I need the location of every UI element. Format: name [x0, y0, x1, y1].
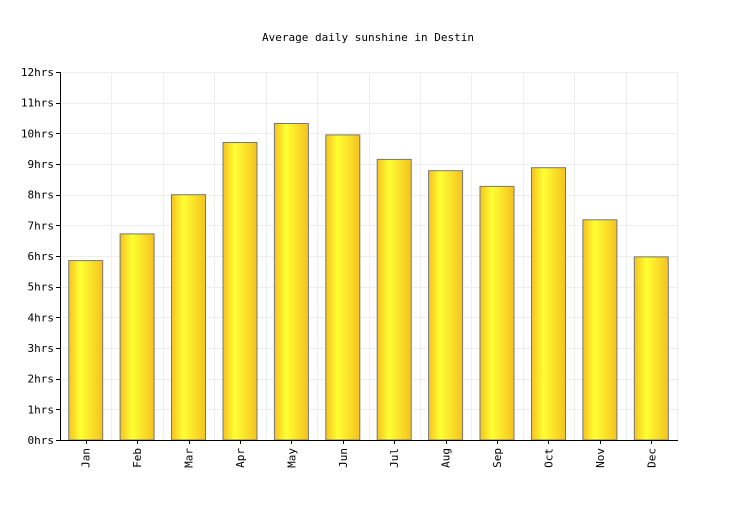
x-tick-label-jan: Jan — [80, 448, 93, 468]
bar-may — [273, 123, 309, 441]
y-tick-label: 8hrs — [28, 189, 55, 202]
bar-jan — [68, 260, 104, 441]
bar-nov — [582, 219, 618, 441]
y-tick-label: 10hrs — [21, 127, 54, 140]
x-tick-label-mar: Mar — [183, 448, 196, 468]
x-tick-label-aug: Aug — [440, 448, 453, 468]
x-tick-label-oct: Oct — [542, 448, 555, 468]
x-tick-label-jun: Jun — [337, 448, 350, 468]
y-tick-label: 5hrs — [28, 281, 55, 294]
x-tick-label-sep: Sep — [491, 448, 504, 468]
bar-apr — [222, 142, 258, 441]
x-tick-label-may: May — [285, 448, 298, 468]
bar-jun — [325, 134, 361, 441]
y-tick-label: 1hrs — [28, 403, 55, 416]
bar-oct — [531, 167, 566, 441]
x-tick-labels: Jan Feb Mar Apr May Jun Jul Aug Sep Oct Nov Dec — [80, 448, 659, 468]
chart-title: Average daily sunshine in Destin — [262, 31, 474, 44]
bar-dec — [633, 256, 669, 441]
bars — [68, 123, 669, 441]
y-tick-label: 12hrs — [21, 66, 54, 79]
x-tick-label-dec: Dec — [645, 448, 658, 468]
y-tick-label: 9hrs — [28, 158, 55, 171]
y-tick-label: 7hrs — [28, 219, 55, 232]
y-tick-label: 4hrs — [28, 311, 55, 324]
bar-sep — [479, 185, 515, 441]
x-tick-label-jul: Jul — [388, 448, 401, 468]
bar-aug — [428, 170, 464, 441]
y-tick-label: 2hrs — [28, 373, 55, 386]
x-tick-label-feb: Feb — [131, 448, 144, 468]
bar-mar — [171, 194, 206, 441]
bar-feb — [119, 233, 155, 441]
y-tick-label: 3hrs — [28, 342, 55, 355]
y-tick-label: 0hrs — [28, 434, 55, 447]
x-tick-label-apr: Apr — [234, 448, 247, 468]
y-tick-label: 11hrs — [21, 97, 54, 110]
bar-jul — [376, 158, 412, 441]
y-tick-label: 6hrs — [28, 250, 55, 263]
axes — [56, 72, 678, 444]
y-tick-labels: 0hrs 1hrs 2hrs 3hrs 4hrs 5hrs 6hrs 7hrs 8hrs 9hrs… — [21, 66, 54, 447]
x-tick-label-nov: Nov — [594, 448, 607, 468]
